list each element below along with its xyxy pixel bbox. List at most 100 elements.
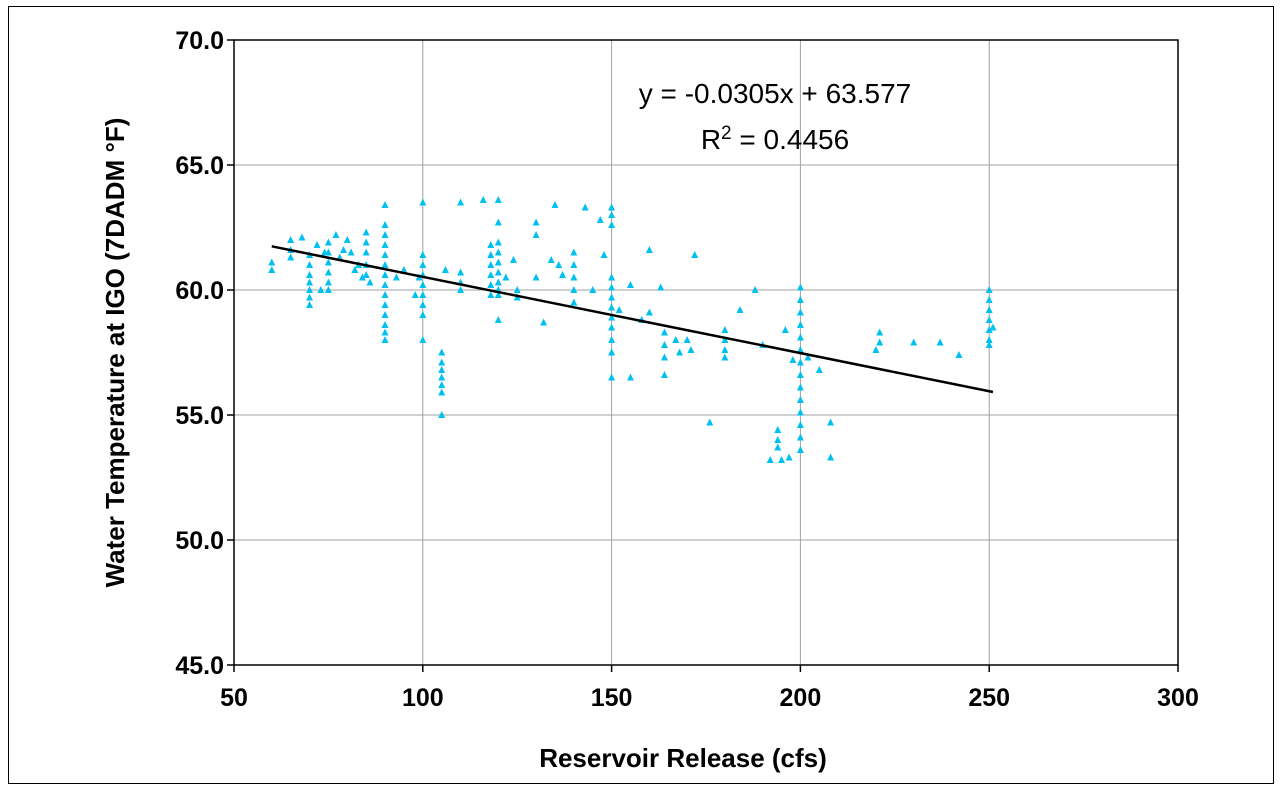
y-tick-label: 60.0 [175, 277, 224, 305]
data-point [827, 453, 835, 461]
data-point [494, 238, 502, 246]
data-point [392, 273, 400, 281]
data-point [626, 281, 634, 288]
data-point [796, 333, 804, 341]
data-point [721, 336, 729, 343]
data-point [796, 283, 804, 291]
data-point [796, 408, 804, 416]
data-point [268, 266, 276, 273]
data-point [657, 283, 665, 291]
data-point [596, 216, 604, 223]
data-point [287, 253, 295, 261]
data-point [683, 336, 691, 343]
data-point [985, 336, 993, 343]
data-point [796, 371, 804, 378]
data-point [778, 456, 786, 463]
data-point [438, 388, 446, 396]
plot-area-border [233, 39, 1179, 666]
data-point [910, 338, 918, 346]
data-point [306, 271, 314, 278]
gridlines [234, 40, 1178, 665]
tick-labels: 50 100 150 200 250 300 45.0 50.0 55.0 60.0 65.0 70.… [175, 27, 1199, 712]
data-point [381, 201, 389, 208]
data-point [796, 383, 804, 391]
r-squared-exponent: 2 [721, 123, 732, 144]
data-point [381, 336, 389, 343]
data-point [532, 218, 540, 226]
data-point [600, 251, 608, 258]
data-point [419, 291, 427, 298]
data-point [381, 231, 389, 238]
trendline-equation: y = -0.0305x + 63.577 [639, 78, 911, 109]
data-point [796, 446, 804, 453]
trendline [271, 245, 994, 394]
data-point [985, 286, 993, 293]
data-point [419, 336, 427, 343]
data-point [494, 291, 502, 298]
data-point [660, 341, 668, 348]
data-point [796, 296, 804, 303]
data-point [774, 426, 782, 433]
data-point [989, 323, 997, 331]
data-point [985, 316, 993, 323]
data-point [645, 246, 653, 253]
data-point [626, 373, 634, 381]
data-point [419, 281, 427, 288]
data-point [381, 321, 389, 328]
data-point [400, 266, 408, 273]
data-point [955, 351, 963, 358]
data-point [317, 286, 325, 293]
x-tick-label: 200 [780, 684, 822, 712]
data-point [324, 248, 332, 256]
data-point [494, 196, 502, 203]
data-point [366, 278, 374, 286]
y-tick-label: 65.0 [175, 152, 224, 180]
data-point [872, 346, 880, 353]
data-point [985, 296, 993, 303]
data-point [796, 358, 804, 366]
data-point [381, 311, 389, 318]
data-point [494, 268, 502, 276]
data-point [559, 271, 567, 278]
data-point [581, 203, 589, 211]
data-point [615, 306, 623, 313]
data-point [570, 298, 578, 306]
data-point [766, 456, 774, 463]
data-point [487, 271, 495, 278]
data-point [324, 258, 332, 266]
data-point [706, 418, 714, 426]
x-tick-label: 50 [220, 684, 248, 712]
data-point [985, 341, 993, 348]
data-point [796, 308, 804, 316]
data-point [796, 433, 804, 441]
data-point [419, 251, 427, 258]
y-tick-label: 45.0 [175, 652, 224, 680]
data-point [438, 348, 446, 356]
data-point [362, 271, 370, 278]
data-point [721, 326, 729, 333]
data-point [796, 421, 804, 428]
data-point [785, 453, 793, 461]
data-point [362, 248, 370, 256]
x-tick-label: 100 [402, 684, 444, 712]
data-point [876, 338, 884, 346]
data-point [687, 346, 695, 353]
data-point [789, 356, 797, 363]
data-point [608, 373, 616, 381]
data-point [815, 366, 823, 373]
x-tick-label: 150 [591, 684, 633, 712]
data-point [645, 308, 653, 316]
data-point [381, 271, 389, 278]
data-point [479, 196, 487, 203]
data-point [676, 348, 684, 356]
data-point [313, 241, 321, 248]
data-point [381, 301, 389, 308]
data-point [381, 328, 389, 336]
data-point [457, 286, 465, 293]
data-point [381, 291, 389, 298]
data-point [781, 326, 789, 333]
data-point [608, 303, 616, 311]
data-point [540, 318, 548, 326]
data-point [268, 258, 276, 266]
